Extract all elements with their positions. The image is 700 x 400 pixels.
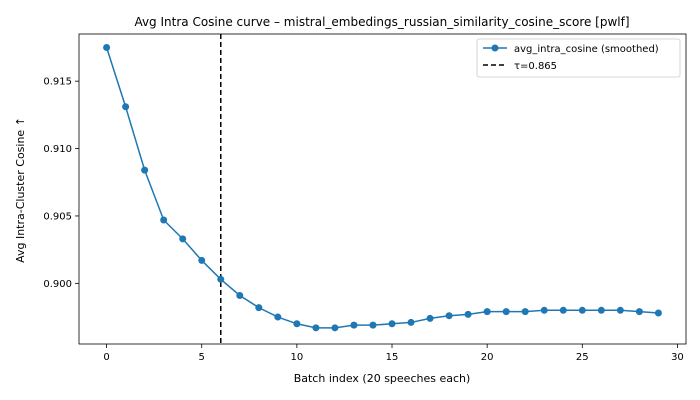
data-point (426, 314, 434, 322)
data-point (502, 308, 510, 316)
x-tick-label: 10 (291, 352, 304, 363)
y-tick-label: 0.910 (43, 144, 72, 155)
data-point (255, 304, 263, 312)
chart-title: Avg Intra Cosine curve – mistral_embedin… (134, 15, 629, 29)
x-tick-label: 30 (671, 352, 684, 363)
data-point (103, 43, 111, 51)
y-tick-label: 0.900 (43, 279, 72, 290)
data-point (388, 320, 396, 328)
x-axis: 0 5 10 15 20 25 30 (103, 344, 684, 363)
data-point (122, 103, 130, 111)
data-point (407, 318, 415, 326)
series-line (105, 47, 659, 329)
data-point (635, 308, 643, 316)
x-tick-label: 25 (576, 352, 589, 363)
y-tick-label: 0.905 (43, 211, 72, 222)
data-point (331, 324, 339, 332)
data-point (578, 306, 586, 314)
data-point (141, 166, 149, 174)
data-point (179, 235, 187, 243)
y-tick-label: 0.915 (43, 77, 72, 88)
data-point (350, 321, 358, 329)
data-point (597, 306, 605, 314)
data-point (160, 216, 168, 224)
legend-box (476, 38, 681, 78)
legend-series-label: avg_intra_cosine (smoothed) (514, 44, 659, 55)
data-point (616, 306, 624, 314)
data-point (274, 313, 282, 321)
legend-series-marker (491, 44, 499, 52)
data-point (540, 306, 548, 314)
data-point (293, 320, 301, 328)
x-tick-label: 20 (481, 352, 494, 363)
legend: avg_intra_cosine (smoothed) τ=0.865 (476, 38, 681, 78)
x-tick-label: 5 (199, 352, 205, 363)
x-axis-label: Batch index (20 speeches each) (294, 372, 471, 385)
y-axis-label: Avg Intra-Cluster Cosine ↑ (14, 117, 27, 263)
data-point (654, 309, 662, 317)
plot-area: 0 5 10 15 20 25 30 0.900 0.905 0.910 0.915 (43, 33, 687, 363)
data-point (483, 308, 491, 316)
data-point (559, 306, 567, 314)
data-point (464, 310, 472, 318)
data-point (445, 312, 453, 320)
data-point (369, 321, 377, 329)
y-axis: 0.900 0.905 0.910 0.915 (43, 77, 79, 290)
data-point (236, 291, 244, 299)
series-markers (103, 43, 662, 332)
data-point (521, 308, 529, 316)
data-point (217, 275, 225, 283)
data-point (312, 324, 320, 332)
x-tick-label: 15 (386, 352, 399, 363)
plot-frame (78, 33, 687, 345)
x-tick-label: 0 (103, 352, 109, 363)
legend-vline-label: τ=0.865 (514, 61, 557, 72)
data-point (198, 256, 206, 264)
